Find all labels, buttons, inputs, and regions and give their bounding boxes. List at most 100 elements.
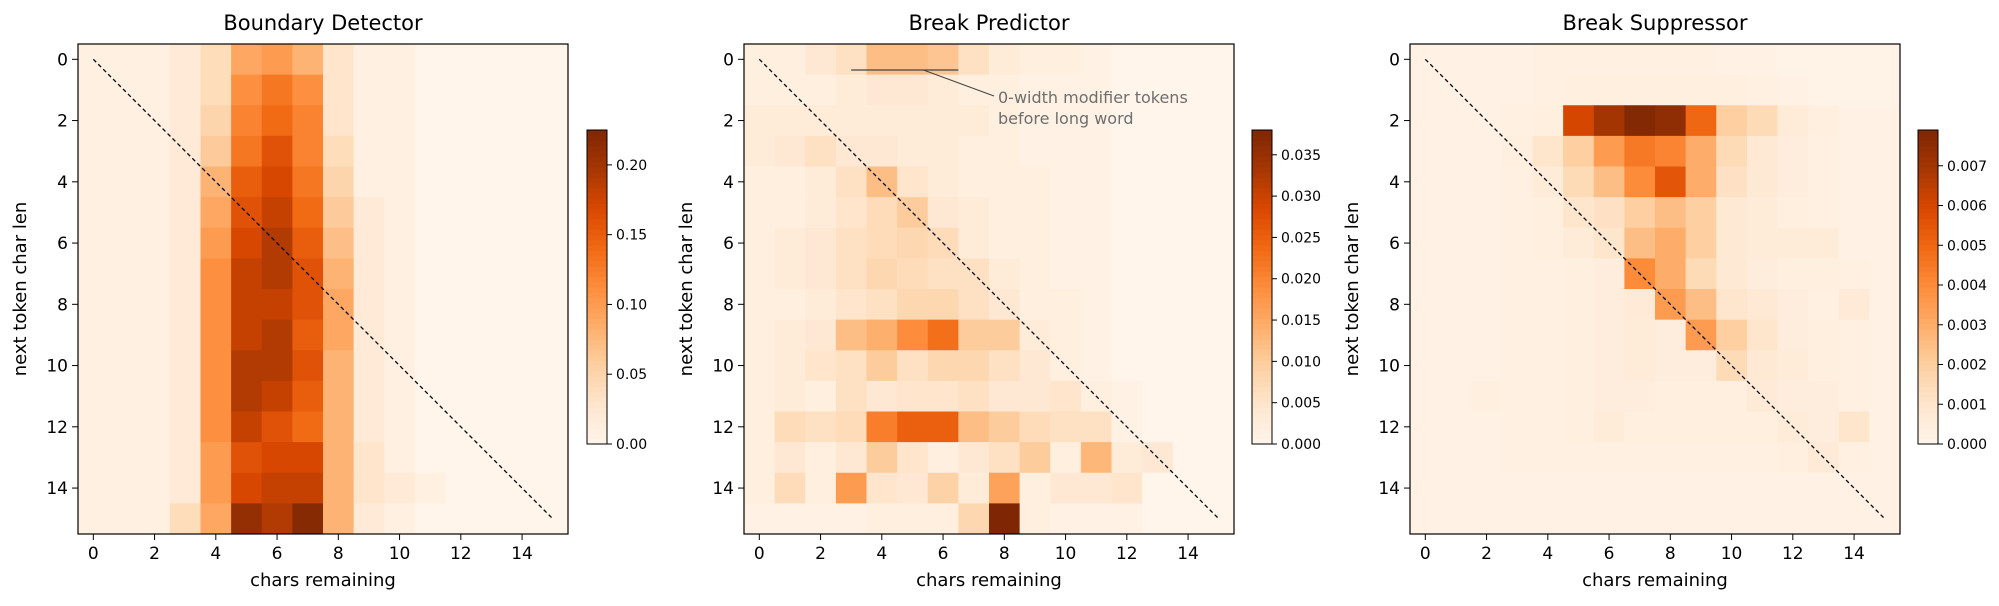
colorbar-segment [587,130,607,136]
heatmap-cell [1746,258,1778,290]
heatmap-cell [1142,166,1174,198]
heatmap-cell [506,227,538,259]
heatmap-cell [1777,380,1809,412]
x-tick-label: 0 [1420,544,1431,564]
x-tick-label: 12 [1116,544,1138,564]
colorbar-segment [1252,344,1272,351]
heatmap-cell [506,442,538,474]
heatmap-cell [506,503,538,535]
heatmap-cell [866,472,898,504]
heatmap-cell [1050,503,1082,535]
heatmap-cell [78,319,110,351]
heatmap-cell [1203,44,1235,76]
heatmap-cell [1111,350,1143,382]
colorbar-segment [1252,182,1272,189]
heatmap-cell [1532,197,1564,229]
y-tick-label: 14 [712,479,734,499]
heatmap-cell [958,289,990,321]
heatmap-cell [958,411,990,443]
heatmap-cell [866,380,898,412]
colorbar-segment [1252,150,1272,157]
heatmap-cell [1142,319,1174,351]
plot-frame [1409,43,1901,535]
heatmap-cell [744,74,776,106]
heatmap-cell [958,166,990,198]
colorbar-segment [1252,396,1272,403]
heatmap-cell [1838,442,1870,474]
heatmap-cell [1501,472,1533,504]
heatmap-cell [231,135,263,167]
heatmap-cell [744,472,776,504]
heatmap-cell [1593,166,1625,198]
heatmap-cell [927,319,959,351]
heatmap-cell [506,105,538,137]
heatmap-cell [1716,411,1748,443]
heatmap-cell [1111,227,1143,259]
heatmap-cell [1440,166,1472,198]
colorbar-segment [1918,386,1938,393]
heatmap-cell [139,442,171,474]
colorbar-segment [1918,375,1938,382]
heatmap-cell [1746,227,1778,259]
heatmap-cell [1716,472,1748,504]
colorbar-segment [1252,339,1272,346]
heatmap-cell [1172,105,1204,137]
heatmap-cell [445,289,477,321]
colorbar-segment [1918,428,1938,435]
colorbar-tick-label: 0.005 [1281,396,1321,412]
heatmap-cell [1203,472,1235,504]
x-tick-label: 0 [88,544,99,564]
heatmap-cell [1563,503,1595,535]
colorbar-segment [1252,213,1272,220]
heatmap-cell [1563,411,1595,443]
heatmap-cell [169,411,201,443]
heatmap-cell [835,472,867,504]
heatmap-cell [445,472,477,504]
heatmap-cell [1410,442,1442,474]
heatmap-cell [835,258,867,290]
heatmap-cell [835,166,867,198]
heatmap-cell [476,411,508,443]
heatmap-cell [323,319,355,351]
colorbar-segment [587,360,607,366]
colorbar-segment [1252,198,1272,204]
y-tick-label: 12 [712,418,734,438]
colorbar-segment [587,245,607,251]
heatmap-cell [323,258,355,290]
colorbar-segment [1918,198,1938,204]
heatmap-cell [1410,197,1442,229]
heatmap-cell [774,258,806,290]
x-tick-label: 8 [999,544,1010,564]
colorbar-tick-label: 0.025 [1281,230,1321,246]
heatmap-cell [866,289,898,321]
colorbar-segment [1252,428,1272,435]
heatmap-cell [1080,472,1112,504]
colorbar: 0.000 0.005 0.010 0.015 0.020 0.025 0.030 0.035 [1251,129,1321,453]
heatmap-cell [1593,503,1625,535]
heatmap-cell [1111,44,1143,76]
colorbar-segment [1918,433,1938,440]
colorbar-segment [1918,438,1938,445]
plot-frame [743,43,1235,535]
colorbar-segment [1918,360,1938,366]
colorbar-segment [1918,150,1938,157]
heatmap-cell [1685,289,1717,321]
colorbar-segment [1918,266,1938,272]
colorbar-tick-label: 0.05 [616,367,647,383]
heatmap-cell [1655,166,1687,198]
heatmap-cell [744,227,776,259]
colorbar-segment [1918,339,1938,346]
colorbar-segment [1918,271,1938,278]
heatmap-cell [261,44,293,76]
heatmap-cell [989,258,1021,290]
heatmap-cell [1563,319,1595,351]
heatmap-cell [744,289,776,321]
heatmap-cell [1019,135,1051,167]
heatmap-cell [1869,44,1901,76]
heatmap-cell [1716,258,1748,290]
heatmap-cell [1624,135,1656,167]
colorbar-segment [1918,255,1938,262]
colorbar-segment [1918,370,1938,377]
heatmap-cell [1410,74,1442,106]
x-tick-label: 6 [1604,544,1615,564]
